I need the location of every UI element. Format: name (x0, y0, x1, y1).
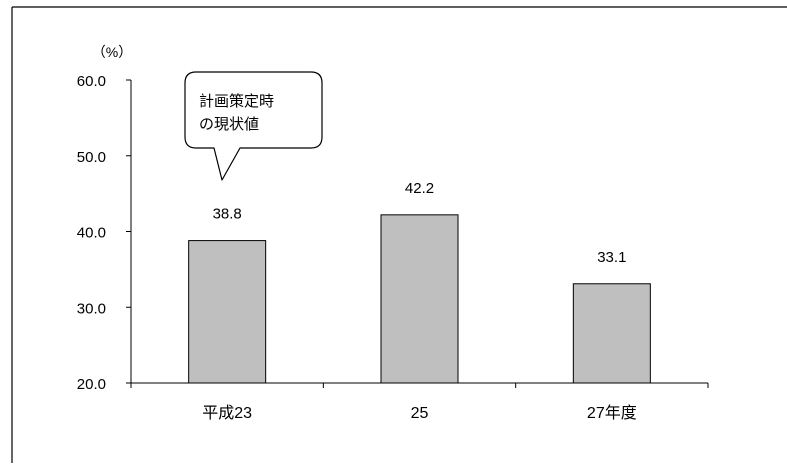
bar-value-label: 38.8 (213, 206, 242, 223)
y-axis-unit: （%） (92, 44, 132, 60)
y-tick-label: 20.0 (77, 376, 106, 393)
callout-shape (184, 71, 323, 181)
y-tick-label: 50.0 (77, 149, 106, 166)
x-category-label: 27年度 (587, 404, 637, 422)
bar (572, 283, 651, 384)
bar (380, 214, 459, 384)
y-tick-label: 30.0 (77, 300, 106, 317)
x-axis (130, 382, 709, 388)
bar-value-label: 42.2 (405, 180, 434, 197)
callout-line-2: の現状値 (199, 116, 259, 133)
callout-line-1: 計画策定時 (199, 93, 274, 110)
y-tick-label: 40.0 (77, 225, 106, 242)
bar-value-label: 33.1 (597, 249, 626, 266)
callout-bubble: 計画策定時 の現状値 (184, 71, 323, 181)
y-tick-label: 60.0 (77, 73, 106, 90)
bar (188, 240, 267, 384)
value-labels: 38.8 42.2 33.1 (213, 180, 627, 266)
bars (188, 214, 651, 384)
x-category-label: 平成23 (202, 404, 252, 422)
category-labels: 平成23 25 27年度 (202, 404, 636, 422)
x-category-label: 25 (411, 405, 429, 422)
y-axis: 20.0 30.0 40.0 50.0 60.0 (77, 73, 132, 393)
